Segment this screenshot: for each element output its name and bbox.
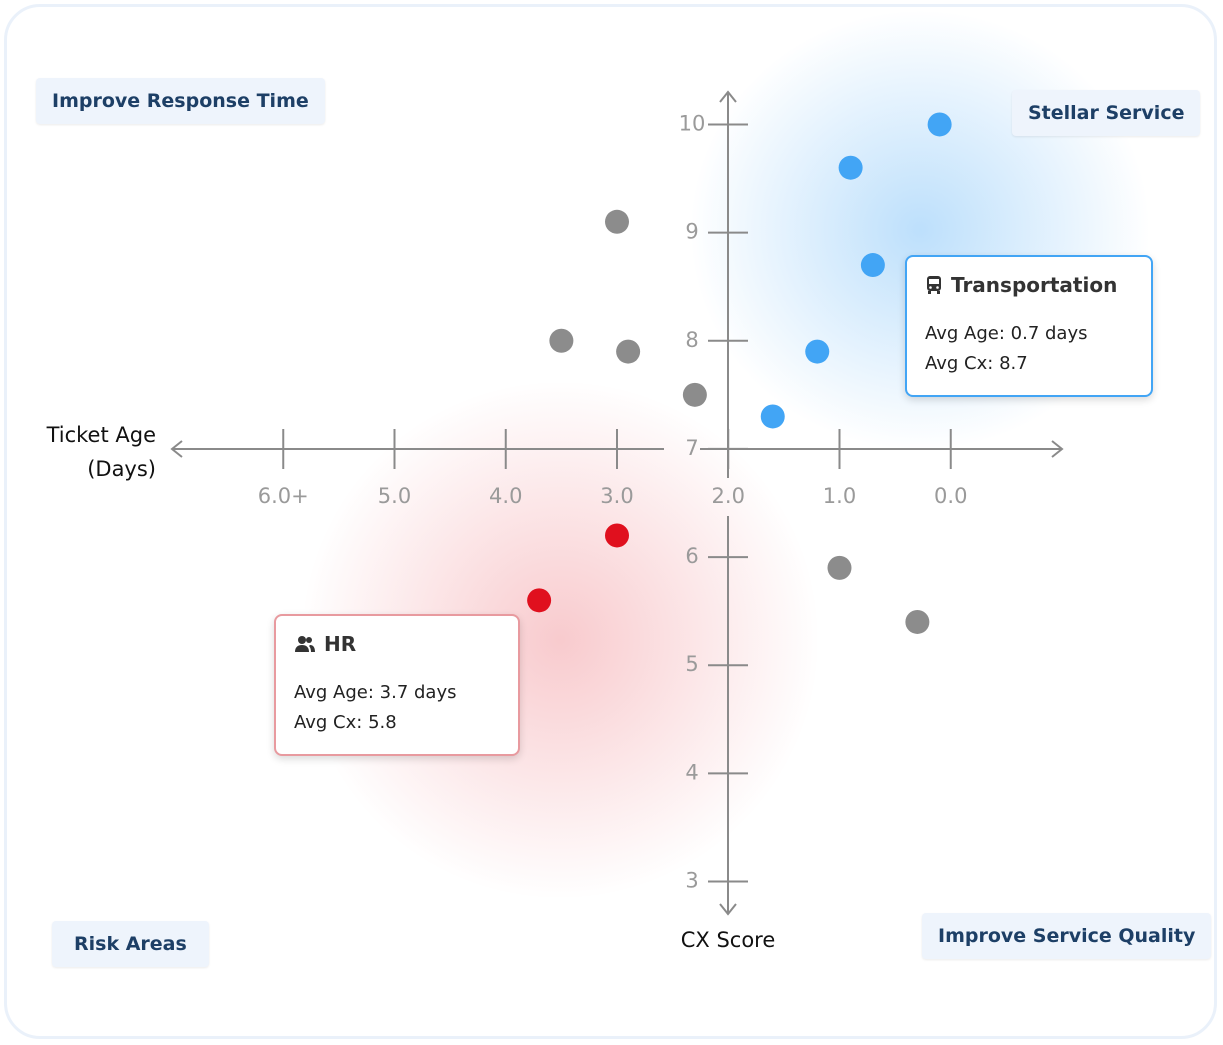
y-tick-label: 10: [679, 111, 706, 135]
point: [905, 609, 930, 634]
y-tick-label: 7: [685, 436, 698, 460]
glow: [300, 380, 820, 900]
quadrant-label: Improve Service Quality: [922, 913, 1212, 959]
point: [860, 253, 885, 278]
x-tick-label: 0.0: [934, 484, 967, 508]
x-tick-label: 4.0: [489, 484, 522, 508]
quadrant-label: Risk Areas: [52, 921, 209, 967]
x-axis-title: Ticket Age (Days): [46, 423, 156, 481]
x-tick-label: 6.0+: [258, 484, 309, 508]
axes: [170, 90, 1064, 916]
y-tick-label: 3: [685, 869, 698, 893]
people-icon: [295, 636, 315, 652]
bus-icon: [927, 276, 941, 294]
x-tick-label: 2.0: [712, 484, 745, 508]
y-tick-label: 9: [685, 220, 698, 244]
point: [549, 328, 574, 353]
y-axis-title: CX Score: [680, 928, 776, 952]
tooltip: Transportation Avg Age: 0.7 days Avg Cx:…: [905, 255, 1153, 397]
point: [927, 112, 952, 137]
point: [760, 404, 785, 429]
tooltip-line: Avg Age: 0.7 days: [925, 323, 1088, 344]
tooltip: HR Avg Age: 3.7 days Avg Cx: 5.8: [274, 614, 520, 756]
tooltip-title: HR: [324, 632, 357, 656]
x-tick-label: 3.0: [600, 484, 633, 508]
quadrant-label: Improve Response Time: [36, 78, 325, 124]
point: [838, 155, 863, 180]
quadrant-label: Stellar Service: [1012, 90, 1201, 136]
tooltip-line: Avg Cx: 5.8: [294, 712, 397, 733]
point: [527, 588, 552, 613]
point: [682, 382, 707, 407]
x-tick-label: 1.0: [823, 484, 856, 508]
tooltip-line: Avg Cx: 8.7: [925, 353, 1028, 374]
tooltip-line: Avg Age: 3.7 days: [294, 682, 457, 703]
point: [605, 209, 629, 234]
y-tick-label: 4: [685, 760, 698, 784]
y-tick-label: 8: [685, 328, 698, 352]
point: [805, 339, 830, 364]
tooltip-title: Transportation: [951, 273, 1118, 297]
y-tick-label: 6: [685, 544, 698, 568]
point: [616, 339, 641, 364]
point: [605, 523, 629, 548]
y-tick-label: 5: [685, 652, 698, 676]
point: [827, 555, 852, 580]
x-tick-label: 5.0: [378, 484, 411, 508]
